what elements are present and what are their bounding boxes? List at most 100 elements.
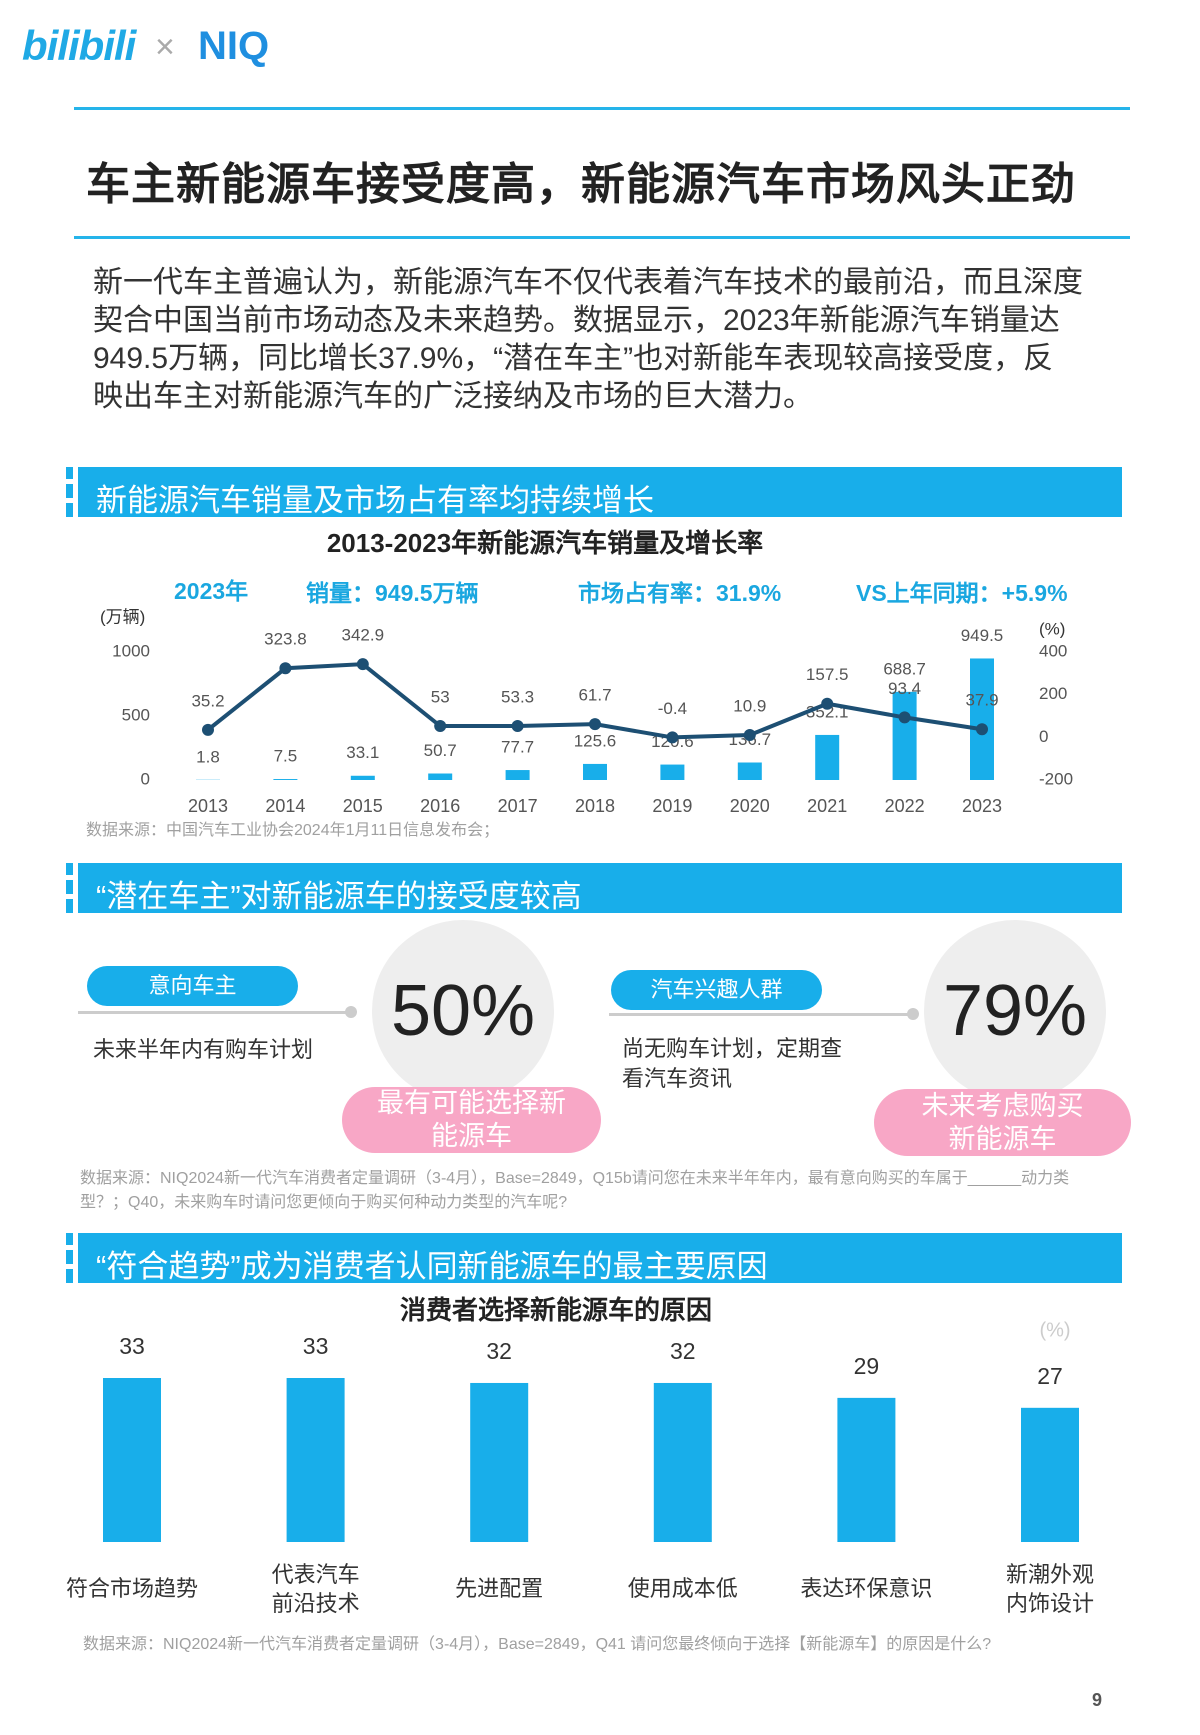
- source-note: 数据来源：NIQ2024新一代汽车消费者定量调研（3-4月），Base=2849…: [80, 1170, 1070, 1211]
- card-stat: 79%: [924, 920, 1106, 1102]
- bar-value-label: 33.1: [346, 743, 379, 762]
- x-tick-label: 代表汽车 前沿技术: [271, 1562, 360, 1616]
- bar: [583, 763, 607, 780]
- line-point: [356, 658, 369, 671]
- line-value-label: 53.3: [501, 687, 534, 706]
- card-stat: 50%: [372, 920, 554, 1102]
- bar-value-label: 32: [486, 1338, 512, 1364]
- highlight: 销量：949.5万辆: [306, 580, 479, 606]
- x-tick-label: 2022: [885, 796, 925, 816]
- bar-value-label: 1.8: [196, 747, 220, 766]
- connector-dot: [345, 1006, 357, 1018]
- card-desc: 未来半年内有购车计划: [93, 1037, 314, 1062]
- highlight: 市场占有率：31.9%: [578, 580, 782, 606]
- section-heading: 新能源汽车销量及市场占有率均持续增长: [96, 483, 654, 518]
- x-tick-label: 表达环保意识: [800, 1576, 933, 1601]
- x-tick-label: 先进配置: [455, 1576, 544, 1601]
- x-tick-label: 2021: [807, 796, 847, 816]
- line-value-label: 323.8: [264, 630, 307, 649]
- bar: [505, 770, 530, 780]
- bar-value-label: 33: [119, 1333, 145, 1359]
- bar: [737, 762, 762, 780]
- line-point: [279, 662, 292, 675]
- bar-value-label: 32: [670, 1338, 696, 1364]
- bar: [815, 734, 840, 780]
- bar: [286, 1378, 345, 1542]
- section-bar: “符合趋势”成为消费者认同新能源车的最主要原因: [66, 1233, 1122, 1284]
- logo-bilibili: bilibili: [22, 22, 136, 69]
- card-desc: 尚无购车计划，定期查 看汽车资讯: [622, 1036, 843, 1091]
- bar-value-label: 50.7: [424, 741, 457, 760]
- highlight: 2023年: [174, 578, 249, 604]
- x-tick-label: 2014: [265, 796, 305, 816]
- x-tick-label: 符合市场趋势: [65, 1576, 198, 1601]
- bar: [892, 691, 917, 780]
- logo-niq: NIQ: [198, 24, 270, 68]
- bar-value-label: 7.5: [274, 747, 298, 766]
- x-tick-label: 2017: [498, 796, 538, 816]
- y-tick-label: 1000: [112, 641, 150, 660]
- line-point: [976, 723, 988, 736]
- bar-value-label: 77.7: [501, 738, 534, 757]
- x-tick-label: 2013: [188, 796, 228, 816]
- rule: [74, 236, 1130, 239]
- card-conclusion: 未来考虑购买 新能源车: [874, 1089, 1131, 1156]
- y2-tick-label: 200: [1039, 684, 1067, 703]
- x-tick-label: 新潮外观 内饰设计: [1005, 1562, 1094, 1616]
- y2-tick-label: 0: [1039, 727, 1048, 746]
- x-tick-label: 2018: [575, 796, 615, 816]
- y-tick-label: 0: [141, 769, 150, 788]
- line-value-label: 35.2: [191, 691, 224, 710]
- y-axis-label: (万辆): [100, 607, 145, 626]
- bar: [653, 1382, 712, 1542]
- card-conclusion: 最有可能选择新 能源车: [342, 1087, 601, 1153]
- logo-cross: ×: [155, 28, 175, 66]
- x-tick-label: 2019: [652, 796, 692, 816]
- y2-axis-label: (%): [1039, 619, 1065, 638]
- line-point: [589, 718, 601, 731]
- line-point: [821, 697, 834, 710]
- chart-title: 2013-2023年新能源汽车销量及增长率: [327, 528, 763, 558]
- x-tick-label: 2020: [730, 796, 770, 816]
- section-bar: “潜在车主”对新能源车的接受度较高: [66, 863, 1122, 914]
- x-tick-label: 2015: [343, 796, 383, 816]
- bar: [428, 773, 453, 780]
- line-point: [202, 723, 214, 736]
- bar-value-label: 125.6: [574, 731, 617, 750]
- line-value-label: 37.9: [965, 691, 998, 710]
- bar: [1021, 1407, 1079, 1542]
- line-point: [666, 731, 679, 744]
- line-value-label: -0.4: [658, 699, 687, 718]
- chart-title: 消费者选择新能源车的原因: [400, 1295, 712, 1325]
- line-value-label: 61.7: [578, 686, 611, 705]
- bar-value-label: 27: [1037, 1363, 1063, 1389]
- line-value-label: 157.5: [806, 665, 849, 684]
- line-point: [898, 711, 911, 724]
- bar-value-label: 949.5: [961, 626, 1004, 645]
- line-value-label: 53: [431, 688, 450, 707]
- source-note: 数据来源：NIQ2024新一代汽车消费者定量调研（3-4月），Base=2849…: [83, 1636, 992, 1653]
- bar: [660, 764, 685, 780]
- bar-value-label: 29: [854, 1353, 880, 1379]
- section-heading: “潜在车主”对新能源车的接受度较高: [96, 879, 582, 914]
- source-note: 数据来源：中国汽车工业协会2024年1月11日信息发布会；: [86, 822, 500, 839]
- line-value-label: 93.4: [888, 679, 921, 698]
- y-tick-label: 500: [122, 705, 150, 724]
- card-tag: 汽车兴趣人群: [611, 970, 822, 1010]
- rule: [74, 107, 1130, 110]
- x-tick-label: 2016: [420, 796, 460, 816]
- bar: [470, 1382, 529, 1542]
- x-tick-label: 使用成本低: [627, 1576, 738, 1601]
- section-bar: 新能源汽车销量及市场占有率均持续增长: [66, 467, 1122, 518]
- y-axis-label: (%): [1039, 1319, 1070, 1341]
- highlight: VS上年同期：+5.9%: [856, 580, 1068, 606]
- line-point: [511, 719, 524, 732]
- y2-tick-label: 400: [1039, 641, 1067, 660]
- bar: [970, 658, 994, 780]
- connector: [609, 1013, 913, 1016]
- section-heading: “符合趋势”成为消费者认同新能源车的最主要原因: [96, 1249, 768, 1284]
- line-value-label: 10.9: [733, 696, 766, 715]
- line-point: [434, 720, 447, 733]
- bar: [837, 1397, 896, 1542]
